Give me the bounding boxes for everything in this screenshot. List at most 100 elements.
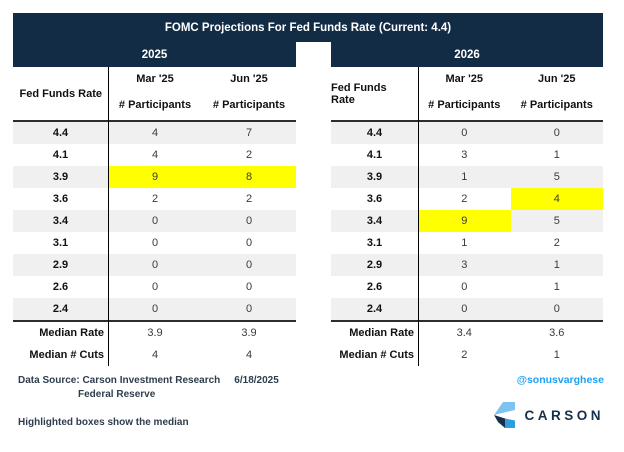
rate-label: 3.1	[366, 237, 383, 249]
carson-logo: CARSON	[494, 402, 604, 429]
data-source: Data Source: Carson Investment Research …	[18, 374, 279, 402]
rate-row: 4.4 0 0	[331, 122, 603, 144]
rate-row: 3.6 2 4	[331, 188, 603, 210]
rate-label: 3.6	[52, 193, 69, 205]
rate-label: 3.1	[52, 237, 69, 249]
participants-cell: 2	[245, 193, 253, 205]
median-rate-row: Median Rate 3.4 3.6	[331, 322, 603, 344]
rate-label: 3.9	[366, 171, 383, 183]
participants-cell: 0	[245, 303, 253, 315]
col-header-mar: Mar '25	[445, 73, 483, 85]
median-cuts-row: Median # Cuts 4 4	[13, 344, 296, 366]
carson-logo-icon	[494, 402, 516, 428]
participants-cell: 0	[553, 127, 560, 139]
rate-row: 3.9 9 8	[13, 166, 296, 188]
participants-cell: 0	[461, 127, 468, 139]
participants-cell: 0	[461, 281, 468, 293]
median-rate-label: Median Rate	[349, 327, 414, 339]
data-source-date: 6/18/2025	[234, 375, 279, 386]
table-header: Fed Funds Rate Mar '25 Jun '25 # Partici…	[13, 67, 296, 122]
rate-row: 2.6 0 0	[13, 276, 296, 298]
rate-row: 3.6 2 2	[13, 188, 296, 210]
rate-label: 4.1	[52, 149, 69, 161]
participants-cell: 4	[151, 127, 159, 139]
rate-row: 4.1 3 1	[331, 144, 603, 166]
rate-column-header: Fed Funds Rate	[331, 81, 387, 106]
rate-row: 4.1 4 2	[13, 144, 296, 166]
participants-cell: 8	[202, 166, 296, 188]
col-header-mar: Mar '25	[136, 73, 174, 85]
median-rate-value: 3.9	[147, 327, 163, 339]
participants-cell: 3	[461, 259, 468, 271]
participants-cell: 2	[553, 237, 560, 249]
participants-cell: 0	[151, 259, 159, 271]
col-subheader-participants: # Participants	[118, 99, 192, 111]
median-rate-value: 3.6	[549, 327, 565, 339]
median-cuts-value: 4	[151, 349, 159, 361]
col-header-jun: Jun '25	[538, 73, 576, 85]
median-cuts-value: 2	[461, 349, 468, 361]
rate-row: 2.4 0 0	[331, 298, 603, 320]
participants-cell: 0	[553, 303, 560, 315]
rate-label: 4.4	[366, 127, 383, 139]
participants-cell: 0	[245, 259, 253, 271]
rate-label: 4.1	[366, 149, 383, 161]
participants-cell: 2	[151, 193, 159, 205]
data-source-line2: Federal Reserve	[78, 389, 156, 400]
participants-cell: 1	[553, 281, 560, 293]
participants-cell: 9	[418, 210, 511, 232]
participants-cell: 1	[553, 259, 560, 271]
participants-cell: 0	[461, 303, 468, 315]
participants-cell: 4	[510, 188, 603, 210]
participants-cell: 9	[108, 166, 202, 188]
year-header-2025: 2025	[13, 42, 296, 67]
median-cuts-value: 1	[553, 349, 560, 361]
rate-row: 3.4 9 5	[331, 210, 603, 232]
participants-cell: 2	[461, 193, 468, 205]
table-body: 4.4 4 7 4.1 4 2 3.9 9 8 3.6 2 2 3.4 0 0 3.1 0 0 2.9 0 0 2.6 0 0…	[13, 122, 296, 320]
participants-cell: 0	[245, 237, 253, 249]
participants-cell: 4	[151, 149, 159, 161]
median-cuts-label: Median # Cuts	[339, 349, 414, 361]
participants-cell: 2	[245, 149, 253, 161]
year-header-2026: 2026	[331, 42, 603, 67]
median-separator	[331, 320, 603, 322]
rate-column-header: Fed Funds Rate	[19, 87, 102, 100]
col-header-jun: Jun '25	[230, 73, 268, 85]
participants-cell: 0	[245, 215, 253, 227]
rate-row: 3.9 1 5	[331, 166, 603, 188]
rate-row: 3.4 0 0	[13, 210, 296, 232]
column-divider	[108, 67, 109, 366]
participants-cell: 0	[245, 281, 253, 293]
participants-cell: 0	[151, 215, 159, 227]
rate-label: 3.6	[366, 193, 383, 205]
table-header: Fed Funds Rate Mar '25 Jun '25 # Partici…	[331, 67, 603, 122]
median-rate-value: 3.4	[456, 327, 472, 339]
participants-cell: 1	[553, 149, 560, 161]
participants-cell: 0	[151, 303, 159, 315]
table-body: 4.4 0 0 4.1 3 1 3.9 1 5 3.6 2 4 3.4 9 5 3.1 1 2 2.9 3 1 2.6 0 1…	[331, 122, 603, 320]
rate-row: 2.4 0 0	[13, 298, 296, 320]
rate-label: 3.9	[52, 171, 69, 183]
col-subheader-participants: # Participants	[428, 99, 501, 111]
column-divider	[418, 67, 419, 366]
participants-cell: 5	[553, 171, 560, 183]
rate-label: 4.4	[52, 127, 69, 139]
median-cuts-label: Median # Cuts	[29, 349, 104, 361]
data-source-label: Data Source: Carson Investment Research	[18, 375, 221, 386]
median-rate-label: Median Rate	[39, 327, 104, 339]
rate-row: 2.6 0 1	[331, 276, 603, 298]
rate-label: 2.6	[366, 281, 383, 293]
participants-cell: 5	[553, 215, 560, 227]
median-rate-row: Median Rate 3.9 3.9	[13, 322, 296, 344]
median-cuts-row: Median # Cuts 2 1	[331, 344, 603, 366]
participants-cell: 3	[461, 149, 468, 161]
rate-row: 2.9 0 0	[13, 254, 296, 276]
participants-cell: 7	[245, 127, 253, 139]
rate-row: 3.1 0 0	[13, 232, 296, 254]
participants-cell: 0	[151, 237, 159, 249]
rate-label: 2.4	[366, 303, 383, 315]
rate-label: 2.4	[52, 303, 69, 315]
participants-cell: 1	[461, 171, 468, 183]
median-note: Highlighted boxes show the median	[18, 417, 189, 428]
